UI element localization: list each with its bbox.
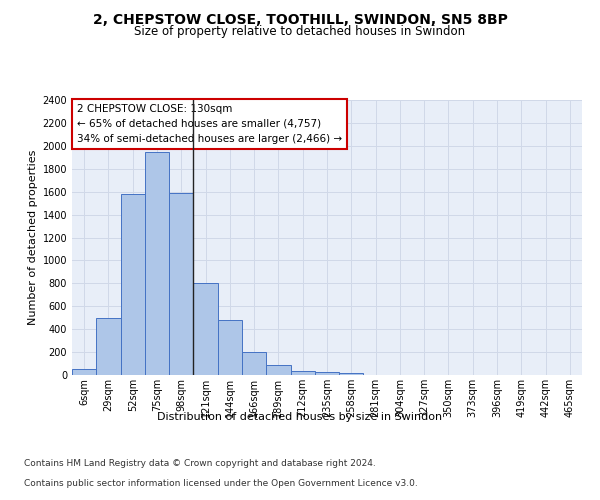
Bar bbox=[145, 152, 169, 375]
Bar bbox=[193, 284, 218, 375]
Text: Distribution of detached houses by size in Swindon: Distribution of detached houses by size … bbox=[157, 412, 443, 422]
Bar bbox=[315, 372, 339, 375]
Text: Contains HM Land Registry data © Crown copyright and database right 2024.: Contains HM Land Registry data © Crown c… bbox=[24, 458, 376, 468]
Bar bbox=[169, 193, 193, 375]
Bar bbox=[72, 368, 96, 375]
Bar bbox=[96, 318, 121, 375]
Bar bbox=[121, 194, 145, 375]
Bar bbox=[242, 352, 266, 375]
Text: Size of property relative to detached houses in Swindon: Size of property relative to detached ho… bbox=[134, 25, 466, 38]
Text: 2, CHEPSTOW CLOSE, TOOTHILL, SWINDON, SN5 8BP: 2, CHEPSTOW CLOSE, TOOTHILL, SWINDON, SN… bbox=[92, 12, 508, 26]
Text: 2 CHEPSTOW CLOSE: 130sqm
← 65% of detached houses are smaller (4,757)
34% of sem: 2 CHEPSTOW CLOSE: 130sqm ← 65% of detach… bbox=[77, 104, 342, 144]
Text: Contains public sector information licensed under the Open Government Licence v3: Contains public sector information licen… bbox=[24, 478, 418, 488]
Y-axis label: Number of detached properties: Number of detached properties bbox=[28, 150, 38, 325]
Bar bbox=[290, 371, 315, 375]
Bar bbox=[266, 364, 290, 375]
Bar bbox=[218, 320, 242, 375]
Bar bbox=[339, 372, 364, 375]
